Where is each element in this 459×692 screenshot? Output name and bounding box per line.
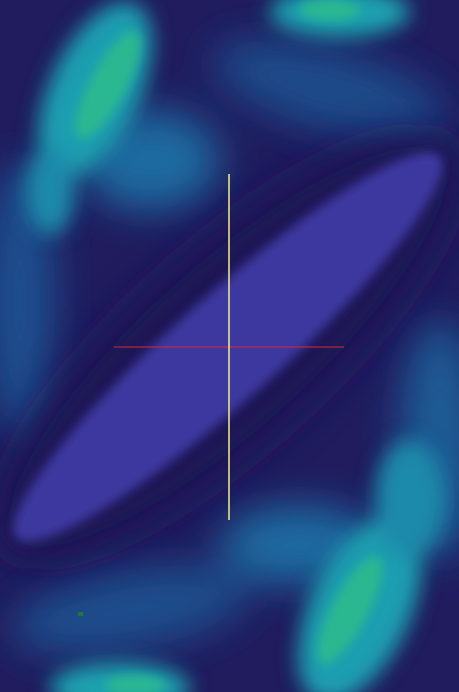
marker-dot (78, 612, 83, 616)
green-cores (75, 0, 383, 692)
